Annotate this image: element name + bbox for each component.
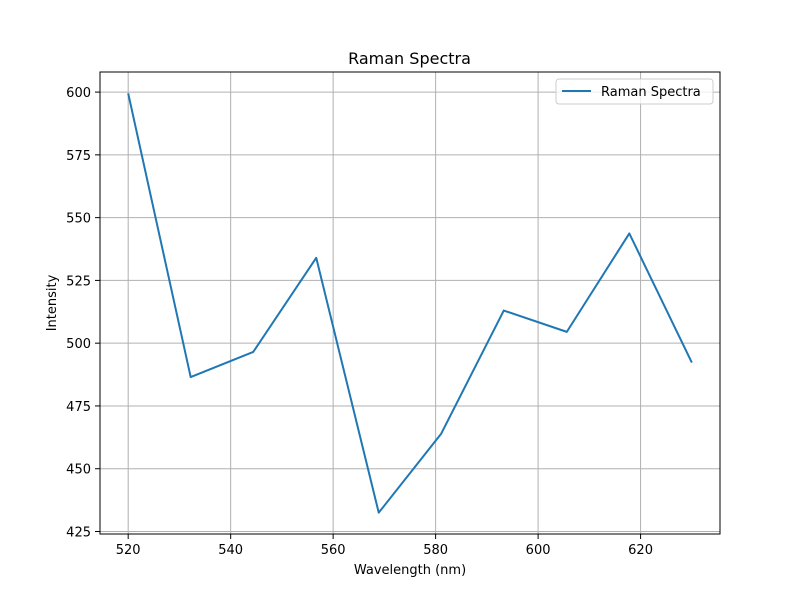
x-tick-label: 540 <box>218 543 243 558</box>
data-point <box>440 433 442 435</box>
x-tick-label: 580 <box>423 543 448 558</box>
y-tick-label: 450 <box>66 463 91 478</box>
x-tick-label: 560 <box>321 543 346 558</box>
data-point <box>315 257 317 259</box>
y-tick-label: 525 <box>66 274 91 289</box>
plot-frame <box>99 71 721 535</box>
data-point <box>503 310 505 312</box>
x-tick-label: 600 <box>526 543 551 558</box>
grid-lines <box>100 72 720 534</box>
x-tick-label: 520 <box>116 543 141 558</box>
data-point <box>127 92 129 94</box>
chart-title: Raman Spectra <box>348 49 471 68</box>
y-axis-ticks: 425 450 475 500 525 550 575 600 <box>66 86 100 540</box>
y-tick-label: 475 <box>66 400 91 415</box>
data-point <box>252 351 254 353</box>
y-axis-label: Intensity <box>45 274 60 331</box>
data-point <box>190 376 192 378</box>
legend-box <box>555 78 714 105</box>
legend-label: Raman Spectra <box>601 85 701 100</box>
y-tick-label: 600 <box>66 86 91 101</box>
data-point <box>566 331 568 333</box>
series-line <box>127 93 693 514</box>
x-axis-label: Wavelength (nm) <box>354 563 466 578</box>
legend: Raman Spectra <box>555 78 714 105</box>
y-tick-label: 425 <box>66 525 91 540</box>
data-point <box>691 362 693 364</box>
x-axis-ticks: 520 540 560 580 600 620 <box>116 534 653 558</box>
data-point <box>628 232 630 234</box>
data-point <box>378 512 380 514</box>
y-tick-label: 550 <box>66 212 91 227</box>
y-tick-label: 500 <box>66 337 91 352</box>
series-layer <box>127 92 693 514</box>
y-tick-label: 575 <box>66 149 91 164</box>
x-tick-label: 620 <box>628 543 653 558</box>
